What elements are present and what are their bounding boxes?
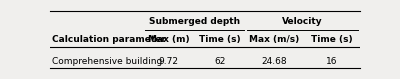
Text: Submerged depth: Submerged depth xyxy=(148,17,240,26)
Text: Calculation parameter: Calculation parameter xyxy=(52,35,166,44)
Text: Max (m): Max (m) xyxy=(148,35,189,44)
Text: Comprehensive building: Comprehensive building xyxy=(52,57,163,66)
Text: Velocity: Velocity xyxy=(282,17,323,26)
Text: Max (m/s): Max (m/s) xyxy=(249,35,299,44)
Text: 9.72: 9.72 xyxy=(158,57,178,66)
Text: 24.68: 24.68 xyxy=(261,57,287,66)
Text: Time (s): Time (s) xyxy=(199,35,240,44)
Text: 16: 16 xyxy=(326,57,337,66)
Text: Time (s): Time (s) xyxy=(310,35,352,44)
Text: 62: 62 xyxy=(214,57,226,66)
